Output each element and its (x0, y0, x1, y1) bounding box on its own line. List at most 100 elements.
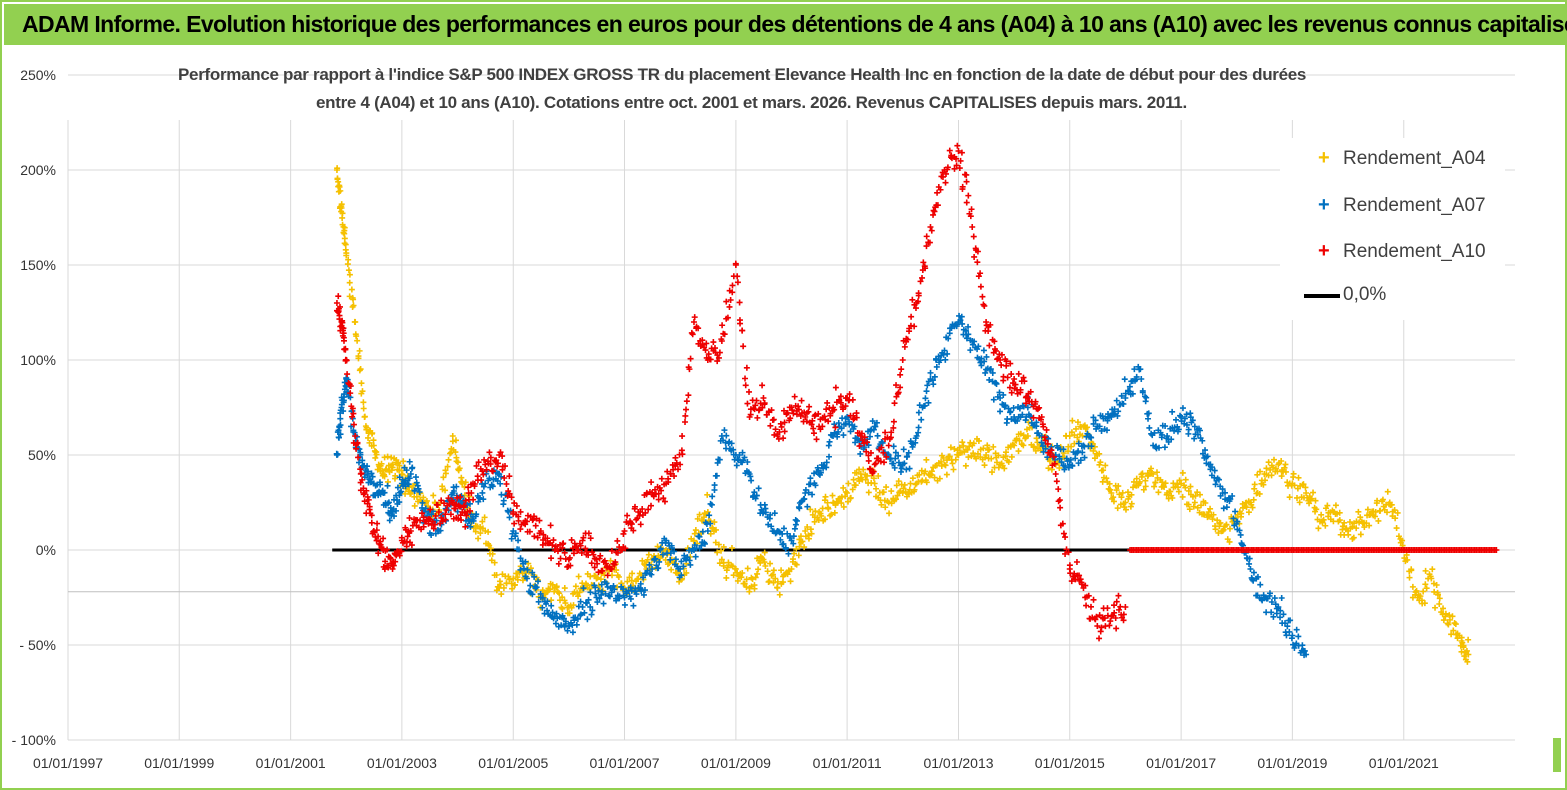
a07-data-point (924, 382, 931, 389)
a07-data-point (987, 366, 994, 373)
a07-data-point (904, 453, 911, 460)
a10-data-point (942, 170, 949, 177)
a10-data-point (664, 468, 671, 475)
a10-data-point (368, 512, 375, 519)
a04-data-point (384, 453, 391, 460)
a04-data-point (1290, 470, 1297, 477)
a07-data-point (652, 555, 659, 562)
a04-data-point (707, 530, 714, 537)
a07-data-point (1090, 420, 1097, 427)
a04-data-point (1130, 478, 1137, 485)
a10-data-point (791, 393, 798, 400)
a04-data-point (847, 494, 854, 501)
a07-data-point (741, 454, 748, 461)
a04-data-point (346, 271, 353, 278)
a07-data-point (1280, 611, 1287, 618)
a07-data-point (386, 517, 393, 524)
a10-data-point (685, 392, 692, 399)
a04-data-point (723, 574, 730, 581)
a07-data-point (1103, 427, 1110, 434)
a04-data-point (1409, 583, 1416, 590)
a07-data-point (782, 544, 789, 551)
a10-data-point (744, 400, 751, 407)
a04-data-point (1084, 424, 1091, 431)
a10-data-point (1116, 606, 1123, 613)
a07-data-point (777, 536, 784, 543)
a04-data-point (1282, 461, 1289, 468)
a10-data-point (1117, 603, 1124, 610)
a07-data-point (1113, 397, 1120, 404)
a10-data-point (540, 531, 547, 538)
a10-data-point (506, 473, 513, 480)
a07-data-point (1014, 417, 1021, 424)
y-tick-label: 250% (20, 67, 56, 83)
a04-data-point (1260, 481, 1267, 488)
a10-data-point (590, 551, 597, 558)
a04-data-point (1202, 500, 1209, 507)
a04-data-point (1223, 521, 1230, 528)
a07-data-point (1303, 651, 1310, 658)
a10-data-point (677, 461, 684, 468)
a04-data-point (343, 250, 350, 257)
a07-data-point (696, 533, 703, 540)
a04-data-point (873, 485, 880, 492)
a07-data-point (1092, 417, 1099, 424)
a04-data-point (356, 347, 363, 354)
a10-data-point (608, 547, 615, 554)
a04-data-point (1127, 503, 1134, 510)
a07-data-point (588, 611, 595, 618)
a10-data-point (355, 454, 362, 461)
a07-data-point (1199, 450, 1206, 457)
a07-data-point (1257, 581, 1264, 588)
a04-data-point (1148, 465, 1155, 472)
a04-data-point (334, 165, 341, 172)
a04-data-point (442, 487, 449, 494)
a10-data-point (977, 283, 984, 290)
x-tick-label: 01/01/2001 (256, 755, 326, 771)
a10-data-point (1003, 362, 1010, 369)
a07-data-point (533, 584, 540, 591)
a10-data-point (880, 449, 887, 456)
a10-data-point (373, 537, 380, 544)
cross-marker-icon: + (1318, 194, 1330, 216)
a04-data-point (388, 454, 395, 461)
a04-data-point (1217, 519, 1224, 526)
a10-data-point (795, 406, 802, 413)
a10-data-point (495, 460, 502, 467)
a07-data-point (831, 421, 838, 428)
a10-data-point (499, 453, 506, 460)
a07-data-point (398, 488, 405, 495)
a04-data-point (878, 501, 885, 508)
a04-data-point (1449, 613, 1456, 620)
a07-data-point (826, 453, 833, 460)
a10-data-point (354, 439, 361, 446)
a10-data-point (471, 481, 478, 488)
a07-data-point (826, 438, 833, 445)
a07-data-point (640, 591, 647, 598)
a04-data-point (1097, 459, 1104, 466)
a04-data-point (1110, 498, 1117, 505)
a07-data-point (779, 530, 786, 537)
a04-data-point (1324, 502, 1331, 509)
a10-data-point (672, 463, 679, 470)
a07-data-point (532, 585, 539, 592)
a04-data-point (962, 462, 969, 469)
a10-data-point (1008, 371, 1015, 378)
a10-data-point (727, 296, 734, 303)
a07-data-point (638, 588, 645, 595)
a07-data-point (665, 540, 672, 547)
a07-data-point (337, 415, 344, 422)
a04-data-point (575, 593, 582, 600)
a07-data-point (1143, 394, 1150, 401)
a10-data-point (479, 468, 486, 475)
a10-data-point (442, 511, 449, 518)
a10-data-point (373, 527, 380, 534)
a04-data-point (995, 452, 1002, 459)
a07-data-point (792, 521, 799, 528)
x-tick-label: 01/01/2009 (701, 755, 771, 771)
a10-data-point (805, 408, 812, 415)
a07-data-point (1033, 423, 1040, 430)
a04-data-point (645, 551, 652, 558)
a10-data-point (461, 502, 468, 509)
